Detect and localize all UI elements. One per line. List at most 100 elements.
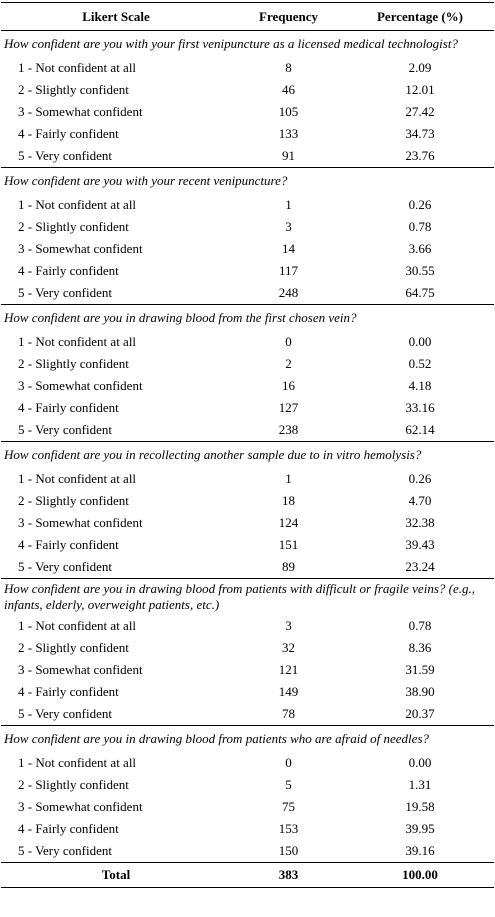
- total-cell: 383: [231, 862, 346, 888]
- likert-label: 3 - Somewhat confident: [18, 799, 143, 814]
- frequency: 151: [278, 537, 299, 552]
- frequency: 150: [278, 843, 299, 858]
- frequency: 117: [278, 263, 299, 278]
- data-row: 4 - Fairly confident 149 38.90: [1, 681, 494, 703]
- likert-label: 2 - Slightly confident: [18, 356, 129, 371]
- data-row: 4 - Fairly confident 117 30.55: [1, 260, 494, 282]
- likert-label: 3 - Somewhat confident: [18, 378, 143, 393]
- likert-label: 5 - Very confident: [18, 559, 112, 574]
- frequency: 153: [278, 821, 299, 836]
- question: How confident are you with your first ve…: [1, 30, 494, 57]
- data-row: 1 - Not confident at all 8 2.09: [1, 57, 494, 79]
- percentage: 12.01: [405, 82, 435, 97]
- data-row: 2 - Slightly confident 2 0.52: [1, 353, 494, 375]
- likert-label: 1 - Not confident at all: [18, 755, 137, 770]
- column-header: Percentage (%): [346, 2, 494, 31]
- data-row: 3 - Somewhat confident 16 4.18: [1, 375, 494, 397]
- frequency: 75: [282, 799, 295, 814]
- likert-label: 4 - Fairly confident: [18, 821, 119, 836]
- percentage: 27.42: [405, 104, 435, 119]
- likert-label: 3 - Somewhat confident: [18, 662, 143, 677]
- column-header: Likert Scale: [1, 2, 231, 31]
- frequency: 127: [278, 400, 299, 415]
- data-row: 1 - Not confident at all 0 0.00: [1, 752, 494, 774]
- frequency: 238: [278, 422, 299, 437]
- likert-label: 2 - Slightly confident: [18, 777, 129, 792]
- percentage: 0.52: [408, 356, 432, 371]
- percentage: 2.09: [408, 60, 432, 75]
- percentage: 4.18: [408, 378, 432, 393]
- column-header: Frequency: [231, 2, 346, 31]
- likert-label: 1 - Not confident at all: [18, 618, 137, 633]
- likert-label: 5 - Very confident: [18, 285, 112, 300]
- percentage: 23.76: [405, 148, 435, 163]
- data-row: 1 - Not confident at all 3 0.78: [1, 615, 494, 637]
- survey-table: Likert Scale Frequency Percentage (%) How c…: [1, 2, 494, 888]
- likert-label: 4 - Fairly confident: [18, 684, 119, 699]
- data-row: 3 - Somewhat confident 121 31.59: [1, 659, 494, 681]
- likert-label: 3 - Somewhat confident: [18, 104, 143, 119]
- likert-label: 1 - Not confident at all: [18, 60, 137, 75]
- question: How confident are you in drawing blood f…: [1, 725, 494, 752]
- percentage: 0.00: [408, 755, 432, 770]
- data-row: 2 - Slightly confident 3 0.78: [1, 216, 494, 238]
- likert-label: 1 - Not confident at all: [18, 471, 137, 486]
- total-cell: Total: [1, 862, 231, 888]
- data-row: 5 - Very confident 238 62.14: [1, 419, 494, 442]
- frequency: 1: [285, 197, 292, 212]
- likert-label: 4 - Fairly confident: [18, 263, 119, 278]
- percentage: 31.59: [405, 662, 435, 677]
- question-row: How confident are you with your first ve…: [1, 30, 494, 57]
- data-row: 5 - Very confident 89 23.24: [1, 556, 494, 579]
- header-row: Likert Scale Frequency Percentage (%): [1, 2, 494, 31]
- data-row: 3 - Somewhat confident 105 27.42: [1, 101, 494, 123]
- frequency: 0: [285, 755, 292, 770]
- frequency: 46: [282, 82, 295, 97]
- data-row: 3 - Somewhat confident 14 3.66: [1, 238, 494, 260]
- percentage: 0.00: [408, 334, 432, 349]
- likert-label: 4 - Fairly confident: [18, 537, 119, 552]
- frequency: 89: [282, 559, 295, 574]
- data-row: 5 - Very confident 248 64.75: [1, 282, 494, 305]
- data-row: 1 - Not confident at all 0 0.00: [1, 331, 494, 353]
- question-row: How confident are you with your recent v…: [1, 167, 494, 194]
- percentage: 19.58: [405, 799, 435, 814]
- data-row: 4 - Fairly confident 133 34.73: [1, 123, 494, 145]
- data-row: 2 - Slightly confident 46 12.01: [1, 79, 494, 101]
- percentage: 0.78: [408, 219, 432, 234]
- frequency: 14: [282, 241, 295, 256]
- percentage: 38.90: [405, 684, 435, 699]
- question-row: How confident are you in drawing blood f…: [1, 304, 494, 331]
- percentage: 64.75: [405, 285, 435, 300]
- frequency: 124: [278, 515, 299, 530]
- percentage: 33.16: [405, 400, 435, 415]
- question-row: How confident are you in drawing blood f…: [1, 578, 494, 615]
- likert-label: 4 - Fairly confident: [18, 126, 119, 141]
- data-row: 4 - Fairly confident 153 39.95: [1, 818, 494, 840]
- frequency: 121: [278, 662, 299, 677]
- question: How confident are you with your recent v…: [1, 167, 494, 194]
- frequency: 32: [282, 640, 295, 655]
- percentage: 30.55: [405, 263, 435, 278]
- likert-label: 2 - Slightly confident: [18, 640, 129, 655]
- data-row: 5 - Very confident 78 20.37: [1, 703, 494, 726]
- question: How confident are you in drawing blood f…: [1, 304, 494, 331]
- percentage: 1.31: [408, 777, 432, 792]
- percentage: 34.73: [405, 126, 435, 141]
- likert-label: 1 - Not confident at all: [18, 334, 137, 349]
- likert-label: 5 - Very confident: [18, 843, 112, 858]
- frequency: 1: [285, 471, 292, 486]
- percentage: 39.43: [405, 537, 435, 552]
- data-row: 2 - Slightly confident 32 8.36: [1, 637, 494, 659]
- total-cell: 100.00: [346, 862, 494, 888]
- frequency: 149: [278, 684, 299, 699]
- likert-label: 5 - Very confident: [18, 706, 112, 721]
- question-row: How confident are you in drawing blood f…: [1, 725, 494, 752]
- data-row: 2 - Slightly confident 18 4.70: [1, 490, 494, 512]
- frequency: 16: [282, 378, 295, 393]
- frequency: 2: [285, 356, 292, 371]
- likert-label: 2 - Slightly confident: [18, 493, 129, 508]
- frequency: 105: [278, 104, 299, 119]
- likert-label: 1 - Not confident at all: [18, 197, 137, 212]
- table-body: Likert Scale Frequency Percentage (%) How c…: [1, 2, 494, 888]
